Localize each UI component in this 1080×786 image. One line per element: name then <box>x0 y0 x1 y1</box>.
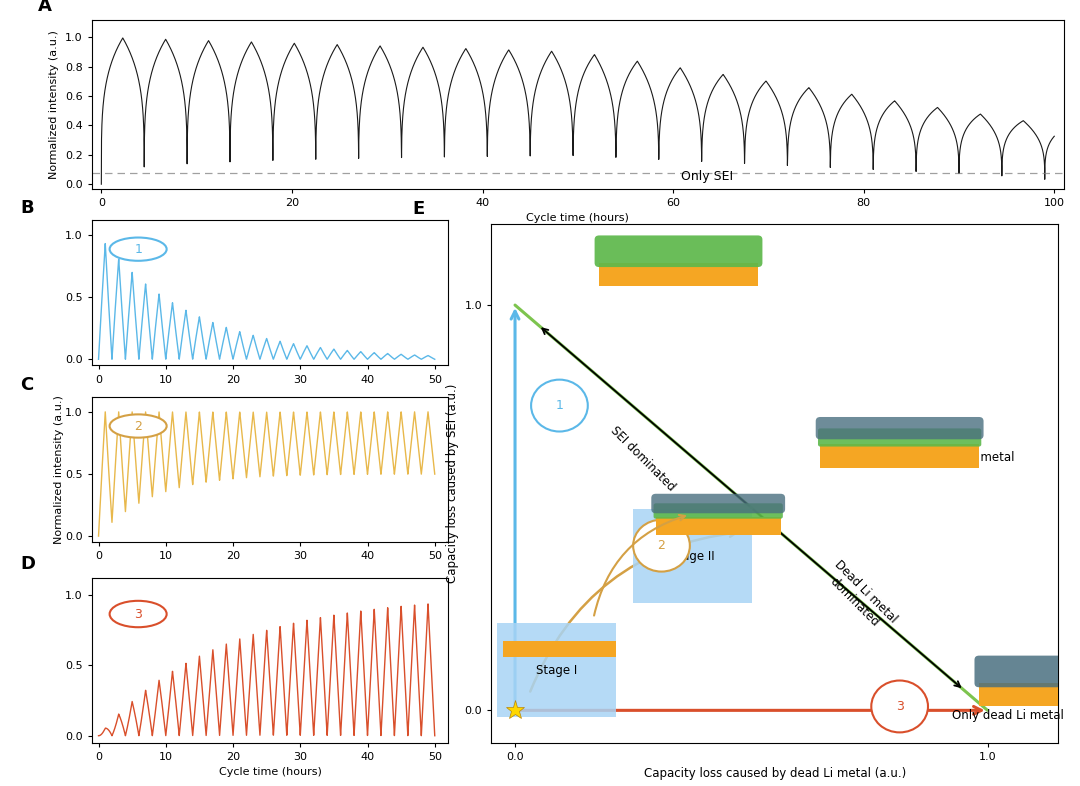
Y-axis label: Capacity loss caused by SEI (a.u.): Capacity loss caused by SEI (a.u.) <box>446 384 459 583</box>
FancyBboxPatch shape <box>818 428 982 446</box>
Circle shape <box>110 237 166 261</box>
Text: C: C <box>21 376 33 394</box>
Text: E: E <box>413 200 424 218</box>
Circle shape <box>872 681 928 733</box>
Y-axis label: Normalized intensity (a.u.): Normalized intensity (a.u.) <box>54 395 64 544</box>
Text: 2: 2 <box>134 420 143 432</box>
Text: Stage II: Stage II <box>671 549 715 563</box>
Text: Stage I: Stage I <box>536 663 577 677</box>
Text: 1: 1 <box>555 399 564 412</box>
Text: Only dead Li metal: Only dead Li metal <box>953 709 1064 722</box>
FancyBboxPatch shape <box>978 683 1080 707</box>
Text: 3: 3 <box>895 700 904 713</box>
X-axis label: Capacity loss caused by dead Li metal (a.u.): Capacity loss caused by dead Li metal (a… <box>644 767 906 780</box>
FancyBboxPatch shape <box>651 494 785 513</box>
FancyBboxPatch shape <box>815 417 984 439</box>
Text: B: B <box>21 199 35 217</box>
X-axis label: Cycle time (hours): Cycle time (hours) <box>526 213 630 223</box>
Circle shape <box>633 520 690 571</box>
Text: 2: 2 <box>658 539 665 552</box>
Text: Dead Li metal
dominated: Dead Li metal dominated <box>821 558 899 636</box>
Circle shape <box>110 601 166 627</box>
FancyBboxPatch shape <box>503 641 616 657</box>
Text: A: A <box>39 0 52 15</box>
Circle shape <box>110 414 166 438</box>
FancyBboxPatch shape <box>821 444 978 468</box>
Circle shape <box>531 380 588 432</box>
FancyBboxPatch shape <box>633 509 752 603</box>
FancyBboxPatch shape <box>497 623 616 717</box>
FancyBboxPatch shape <box>599 263 758 286</box>
FancyBboxPatch shape <box>653 503 783 519</box>
FancyBboxPatch shape <box>656 516 781 535</box>
X-axis label: Cycle time (hours): Cycle time (hours) <box>218 767 322 777</box>
Text: Only SEI: Only SEI <box>680 170 733 182</box>
FancyBboxPatch shape <box>595 236 762 267</box>
Text: D: D <box>21 556 36 574</box>
Text: 3: 3 <box>134 608 143 620</box>
Text: SEI dominated: SEI dominated <box>608 424 677 494</box>
Text: 1: 1 <box>134 243 143 255</box>
FancyBboxPatch shape <box>974 656 1080 687</box>
Text: SEI + dead Li metal: SEI + dead Li metal <box>899 451 1014 464</box>
Y-axis label: Normalized intensity (a.u.): Normalized intensity (a.u.) <box>50 30 59 178</box>
